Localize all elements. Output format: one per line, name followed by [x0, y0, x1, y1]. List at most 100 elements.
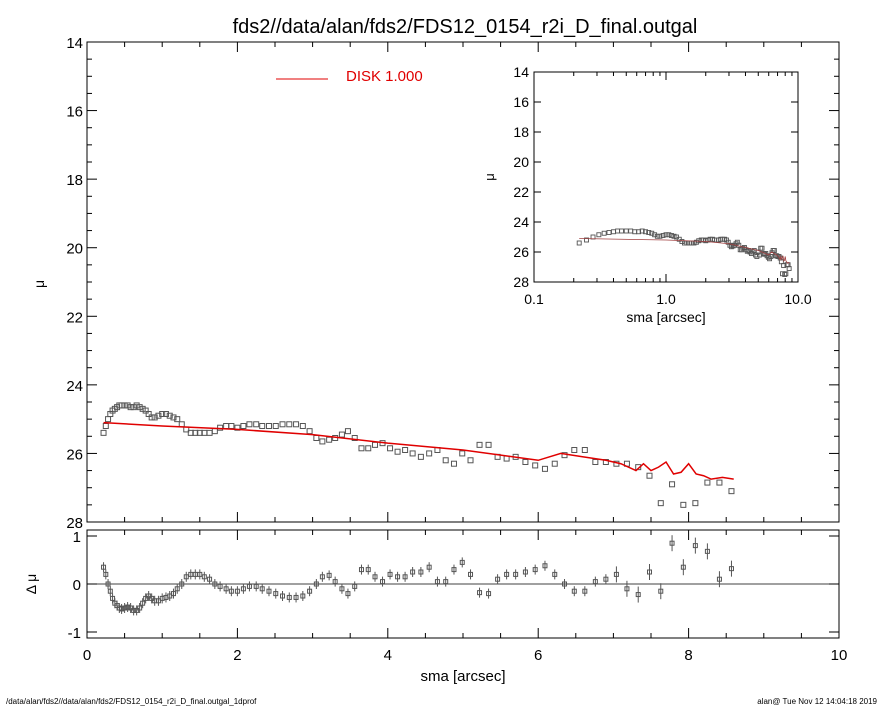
residual-data-point	[395, 574, 401, 580]
profile-data-point	[127, 404, 134, 411]
profile-data-point	[121, 402, 128, 409]
residual-data-point	[137, 605, 143, 611]
inset-data-point	[660, 233, 666, 238]
profile-data-point	[228, 423, 235, 429]
profile-data-point	[485, 441, 492, 448]
profile-data-point	[532, 462, 539, 469]
profile-data-point	[602, 459, 609, 465]
profile-data-point	[394, 448, 401, 455]
residual-data-point	[624, 586, 630, 592]
residual-data-point	[131, 607, 137, 613]
inset-data-point	[666, 232, 672, 238]
residual-data-point	[192, 571, 198, 577]
residual-data-point	[728, 566, 734, 572]
inset-data-point	[771, 248, 777, 253]
residual-data-point	[387, 571, 393, 577]
residual-data-point	[571, 588, 577, 594]
profile-data-point	[592, 459, 599, 465]
main-y-tick-label: 22	[66, 309, 83, 326]
residual-data-point	[613, 571, 619, 577]
inset-data-point	[657, 233, 663, 239]
inset-data-point	[606, 230, 612, 235]
inset-x-tick-label: 10.0	[784, 291, 811, 307]
profile-data-point	[100, 429, 107, 436]
main-panel: 14 16 18 20 22 24 26 28 μ DISK 1.000	[31, 35, 840, 532]
profile-data-point	[145, 411, 152, 417]
main-y-tick-label: 16	[66, 104, 83, 121]
inset-data-point	[781, 263, 787, 268]
residual-data-point	[246, 583, 252, 589]
residual-data-point	[319, 574, 325, 580]
residual-data-point	[107, 588, 113, 594]
inset-ticks: 14 16 18 20 22 24 26 280.1 1.0 10.0	[513, 64, 811, 307]
residual-data-point	[704, 548, 710, 554]
profile-data-point	[253, 421, 260, 428]
profile-data-point	[561, 452, 568, 459]
residual-data-point	[140, 600, 146, 606]
inset-data-point	[755, 249, 761, 255]
inset-data-point	[679, 239, 685, 244]
inset-data-point	[750, 249, 756, 255]
residual-data-point	[280, 593, 286, 599]
residual-data-point	[635, 592, 641, 598]
inset-data-point	[619, 228, 624, 234]
inset-data-point	[654, 233, 660, 239]
residual-data-point	[345, 591, 351, 597]
residual-data-point	[504, 571, 510, 577]
residual-data-point	[582, 588, 588, 594]
profile-data-point	[272, 423, 279, 429]
profile-data-point	[133, 402, 140, 409]
inset-panel-frame	[533, 71, 799, 283]
profile-data-point	[162, 411, 169, 417]
profile-data-point	[551, 460, 558, 467]
inset-data-point	[576, 240, 582, 246]
residual-data-point	[103, 571, 109, 577]
residual-data-point	[122, 605, 128, 611]
main-grid-ticks: 14 16 18 20 22 24 26 28	[66, 35, 840, 532]
residual-data-point	[332, 579, 338, 585]
profile-data-point	[365, 445, 372, 452]
inset-y-tick-label: 20	[513, 154, 529, 170]
x-tick-label: 6	[534, 647, 542, 664]
profile-data-point	[240, 423, 247, 429]
inset-y-tick-label: 28	[513, 274, 529, 290]
profile-data-point	[541, 465, 548, 472]
profile-data-point	[155, 412, 162, 419]
profile-data-point	[105, 416, 112, 423]
profile-data-point	[286, 421, 293, 428]
residual-data-point	[273, 591, 279, 597]
residual-data-point	[646, 569, 652, 575]
residual-data-point	[253, 583, 259, 589]
residual-data-point	[716, 576, 722, 582]
inset-data-point	[783, 271, 789, 277]
profile-data-point	[124, 402, 131, 409]
inset-data-point	[646, 230, 652, 235]
residual-ticks: 10-10 2 4 6 8 10	[68, 529, 848, 664]
residual-data-point	[207, 576, 213, 582]
inset-data-point	[740, 245, 746, 251]
profile-data-point	[442, 457, 449, 464]
profile-data-point	[166, 412, 173, 419]
profile-data-point	[387, 445, 394, 452]
residual-data-point	[170, 591, 176, 597]
inset-data-point	[727, 242, 733, 248]
residual-data-point	[372, 574, 378, 580]
footer-timestamp: alan@ Tue Nov 12 14:04:18 2019	[757, 697, 877, 706]
profile-data-point	[351, 435, 358, 441]
profile-data-point	[409, 450, 416, 457]
profile-data-point	[571, 447, 578, 453]
profile-data-point	[299, 423, 306, 429]
profile-data-point	[223, 423, 230, 429]
disk-model-line	[103, 421, 734, 480]
residual-data-points	[101, 535, 734, 616]
profile-data-point	[265, 423, 272, 429]
main-y-tick-label: 18	[66, 172, 83, 189]
residual-data-point	[174, 586, 180, 592]
residual-data-point	[552, 571, 558, 577]
profile-data-point	[293, 421, 300, 428]
inset-y-tick-label: 22	[513, 184, 529, 200]
inset-data-point	[759, 245, 765, 251]
profile-data-point	[259, 423, 266, 429]
residual-y-tick-label: -1	[68, 625, 81, 642]
inset-data-point	[601, 230, 607, 236]
